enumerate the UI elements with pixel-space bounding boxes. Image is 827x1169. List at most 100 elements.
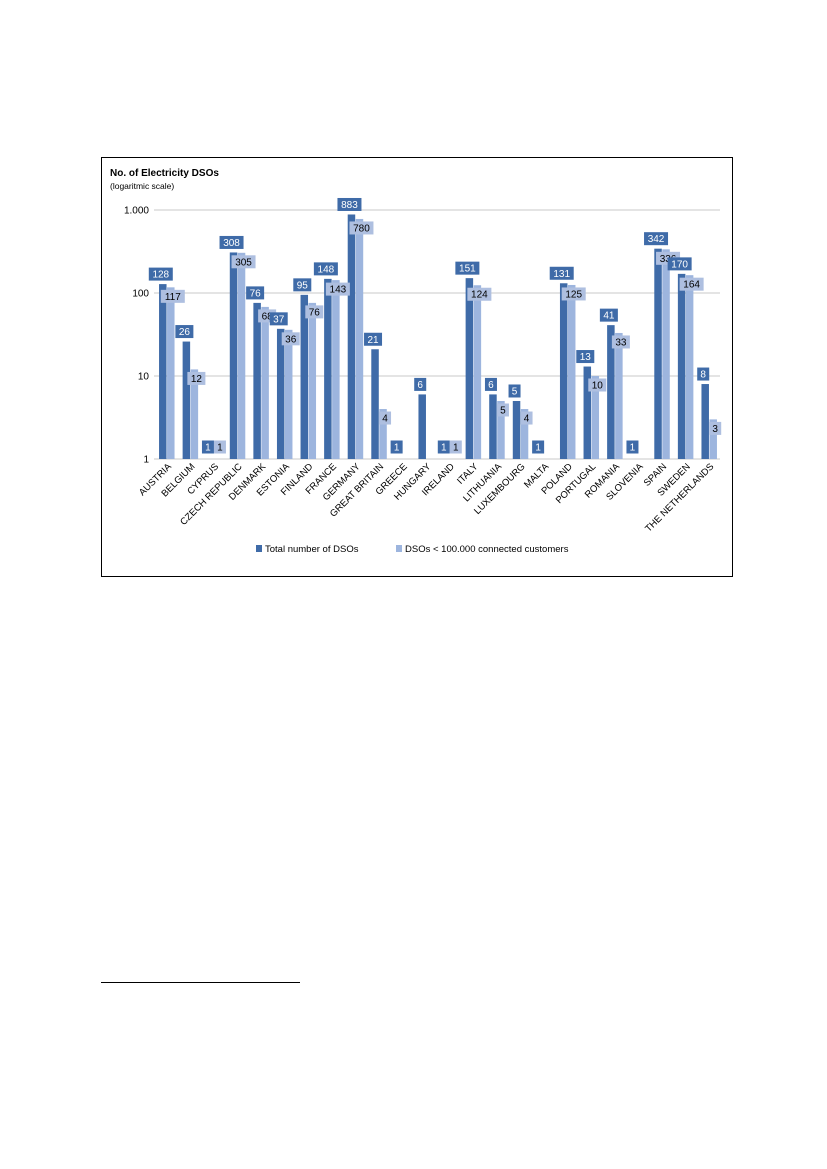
bar-small <box>709 419 717 459</box>
data-label-small-bg <box>520 411 533 425</box>
data-label-total: 21 <box>367 335 379 346</box>
data-label-small-bg <box>187 371 206 385</box>
data-label-small: 1 <box>217 443 223 454</box>
bar-total <box>159 284 167 459</box>
data-label-total: 6 <box>417 380 423 391</box>
bar-small <box>497 400 505 459</box>
chart: No. of Electricity DSOs (logaritmic scal… <box>110 168 722 555</box>
bar-small <box>615 332 623 459</box>
data-label-total-bg <box>364 332 383 346</box>
chart-title: No. of Electricity DSOs <box>110 168 219 179</box>
data-label-small: 12 <box>191 374 203 385</box>
data-label-small: 780 <box>353 223 370 234</box>
data-label-total-bg <box>390 440 403 454</box>
bar-total <box>559 283 568 459</box>
data-label-small: 5 <box>500 405 506 416</box>
y-tick-label: 1.000 <box>124 206 149 217</box>
bar-total <box>512 400 521 459</box>
bar-small <box>473 285 482 459</box>
data-label-total-bg <box>484 377 497 391</box>
data-label-total: 1 <box>394 443 400 454</box>
bar-small <box>685 275 694 459</box>
data-label-small-bg <box>496 403 509 417</box>
data-label-total: 148 <box>318 264 335 275</box>
bar-total <box>489 394 497 459</box>
data-label-small-bg <box>449 440 462 454</box>
data-label-total-bg <box>667 257 692 271</box>
data-label-small-bg <box>281 332 300 346</box>
data-label-small: 33 <box>615 337 627 348</box>
data-label-small-bg <box>160 289 185 303</box>
data-label-small-bg <box>709 421 722 435</box>
bar-total <box>607 325 615 459</box>
data-label-total-bg <box>437 440 450 454</box>
data-label-small: 76 <box>309 307 321 318</box>
data-label-total-bg <box>599 308 618 322</box>
data-label-total: 308 <box>223 238 240 249</box>
bar-total <box>701 384 709 459</box>
data-label-total: 1 <box>441 443 447 454</box>
data-label-small-bg <box>213 440 226 454</box>
bar-small <box>520 409 529 459</box>
bar-total <box>677 273 686 459</box>
legend-swatch-total <box>256 545 262 552</box>
bar-small <box>355 218 364 459</box>
data-label-small-bg <box>305 305 324 319</box>
data-label-total-bg <box>414 377 427 391</box>
data-label-total-bg <box>201 440 214 454</box>
data-label-small: 1 <box>453 443 459 454</box>
data-label-total: 170 <box>671 259 688 270</box>
data-label-total: 8 <box>700 370 706 381</box>
bar-small <box>332 280 340 459</box>
data-label-small: 4 <box>524 414 530 425</box>
data-label-total-bg <box>313 262 338 276</box>
bar-total <box>300 294 309 459</box>
data-label-total: 6 <box>488 380 494 391</box>
bar-small <box>379 409 387 459</box>
chart-subtitle: (logaritmic scale) <box>110 181 174 191</box>
data-label-small: 68 <box>262 311 274 322</box>
data-label-small-bg <box>379 411 392 425</box>
bar-total <box>418 394 426 459</box>
data-label-small-bg <box>349 221 374 235</box>
data-label-small: 36 <box>285 334 297 345</box>
data-label-total-bg <box>644 232 669 246</box>
legend-swatch-small <box>396 545 402 552</box>
data-label-total-bg <box>549 266 574 280</box>
data-label-total-bg <box>219 235 244 249</box>
data-label-total: 131 <box>553 269 570 280</box>
data-label-small: 3 <box>712 424 718 435</box>
bar-total <box>583 366 592 459</box>
data-label-total: 128 <box>152 270 169 281</box>
data-label-total: 37 <box>273 314 285 325</box>
bar-small <box>261 306 269 459</box>
data-label-total-bg <box>576 350 595 364</box>
data-label-total-bg <box>626 440 639 454</box>
legend: Total number of DSOs DSOs < 100.000 conn… <box>256 544 569 555</box>
data-label-total-bg <box>337 197 362 211</box>
data-label-total: 1 <box>535 443 541 454</box>
data-label-small-bg <box>679 277 704 291</box>
bar-total <box>229 252 238 459</box>
data-label-small: 4 <box>382 414 388 425</box>
data-label-total: 5 <box>512 386 518 397</box>
bar-small <box>662 249 670 459</box>
data-label-total-bg <box>697 367 710 381</box>
legend-label-total: Total number of DSOs <box>265 544 359 555</box>
data-label-small: 10 <box>592 381 604 392</box>
bar-total <box>276 328 285 459</box>
y-tick-label: 1 <box>143 455 149 466</box>
bar-small <box>591 376 600 459</box>
data-label-total-bg <box>148 267 173 281</box>
data-label-small: 164 <box>683 280 700 291</box>
bar-small <box>284 329 293 459</box>
data-label-total: 76 <box>250 288 262 299</box>
y-tick-label: 100 <box>132 289 149 300</box>
data-label-small: 305 <box>235 257 252 268</box>
bar-small <box>237 252 246 459</box>
data-label-small-bg <box>611 335 630 349</box>
data-label-total: 1 <box>630 443 636 454</box>
data-label-total-bg <box>293 278 312 292</box>
